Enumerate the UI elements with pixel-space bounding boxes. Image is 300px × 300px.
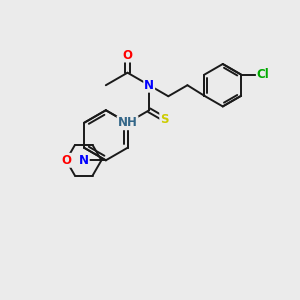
- Text: N: N: [79, 154, 89, 167]
- Text: O: O: [61, 154, 71, 167]
- Text: Cl: Cl: [257, 68, 270, 81]
- Text: N: N: [144, 79, 154, 92]
- Text: NH: NH: [118, 116, 137, 129]
- Text: S: S: [160, 112, 169, 126]
- Text: O: O: [122, 49, 133, 62]
